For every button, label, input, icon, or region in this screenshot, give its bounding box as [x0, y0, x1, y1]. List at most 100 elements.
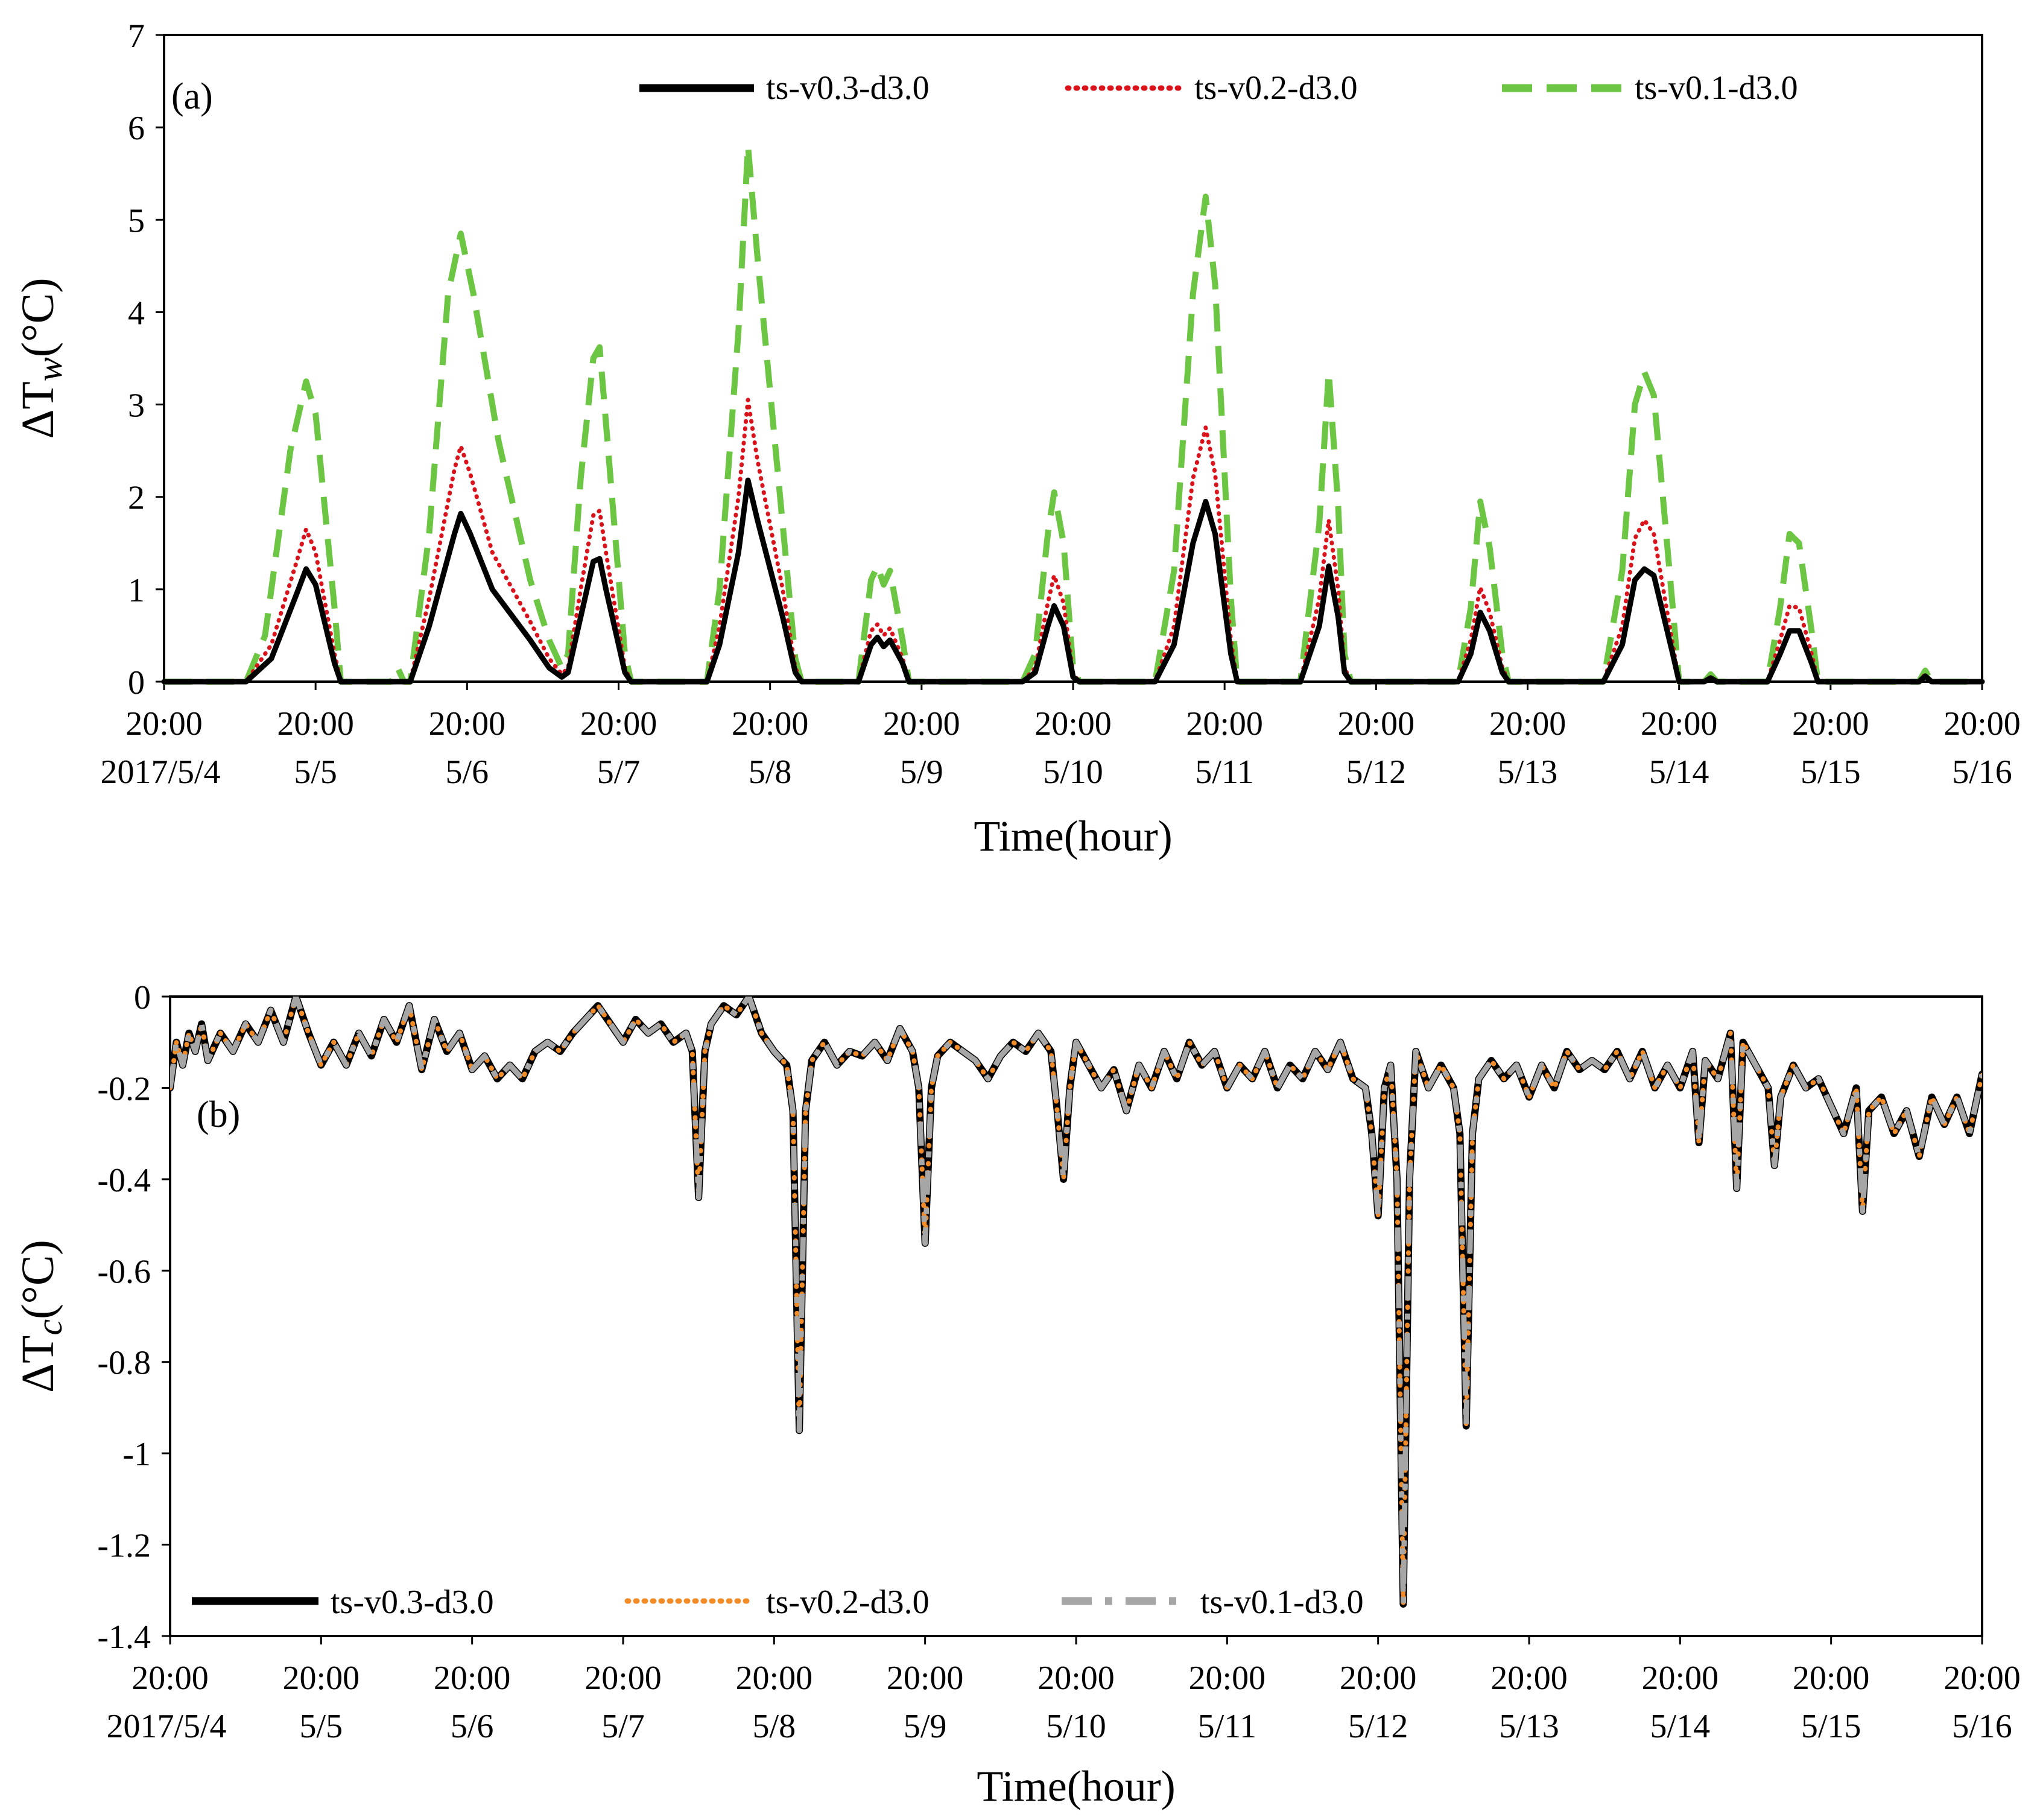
y-axis-title-b: ΔTc(°C)	[13, 1240, 69, 1393]
a-ytick-label: 5	[128, 202, 145, 239]
series-line-b-1	[170, 997, 1982, 1606]
a-xtick-time: 20:00	[1943, 705, 2021, 743]
y-axis-title-a-unit: (°C)	[13, 277, 63, 357]
series-group-b	[170, 997, 1982, 1608]
b-xtick-date: 5/13	[1499, 1708, 1559, 1745]
b-xtick-date: 5/11	[1198, 1708, 1256, 1745]
b-ytick-label: -0.8	[97, 1345, 151, 1382]
b-ytick-label: -1.4	[97, 1619, 151, 1656]
x-axis-title-b: Time(hour)	[977, 1762, 1175, 1810]
legend-label-b-0: ts-v0.3-d3.0	[331, 1584, 494, 1621]
b-xtick-time: 20:00	[887, 1660, 964, 1697]
y-axis-b: 0 -0.2 -0.4 -0.6 -0.8 -1 -1.2 -1.4	[97, 979, 170, 1656]
legend-label-a-1: ts-v0.2-d3.0	[1194, 69, 1358, 107]
b-xtick-time: 20:00	[1189, 1660, 1266, 1697]
y-axis-title-b-prefix: ΔT	[13, 1336, 63, 1393]
legend-label-b-2: ts-v0.1-d3.0	[1200, 1584, 1364, 1621]
b-xtick-time: 20:00	[736, 1660, 813, 1697]
a-xtick-date: 5/5	[294, 753, 337, 791]
a-xtick-time: 20:00	[1792, 705, 1869, 743]
b-ytick-label: -1	[122, 1436, 151, 1473]
panel-b: 0 -0.2 -0.4 -0.6 -0.8 -1 -1.2 -1.4 20:00 2017/5/…	[13, 979, 2021, 1810]
a-xtick-date: 5/11	[1195, 753, 1253, 791]
b-xtick-date: 5/5	[300, 1708, 343, 1745]
y-axis-a: 0 1 2 3 4 5 6 7	[128, 17, 164, 702]
a-ytick-label: 1	[128, 572, 145, 609]
a-xtick-time: 20:00	[1641, 705, 1718, 743]
legend-label-a-2: ts-v0.1-d3.0	[1635, 69, 1798, 107]
b-ytick-label: -0.6	[97, 1253, 151, 1290]
y-axis-title-a: ΔTw(°C)	[13, 277, 69, 439]
series-clip-b	[170, 997, 1982, 1608]
a-xtick-time: 20:00	[732, 705, 809, 743]
a-xtick-date: 5/12	[1346, 753, 1407, 791]
a-xtick-date: 5/6	[446, 753, 489, 791]
b-xtick-date: 5/10	[1046, 1708, 1106, 1745]
series-line-b-2	[170, 997, 1982, 1607]
a-xtick-time: 20:00	[1489, 705, 1566, 743]
y-axis-title-b-unit: (°C)	[13, 1240, 63, 1319]
a-xtick-date: 5/7	[597, 753, 641, 791]
b-xtick-date: 5/8	[753, 1708, 796, 1745]
a-xtick-date: 5/15	[1801, 753, 1861, 791]
b-xtick-time: 20:00	[1642, 1660, 1719, 1697]
b-xtick-date: 5/12	[1348, 1708, 1408, 1745]
b-ytick-label: -1.2	[97, 1527, 151, 1565]
b-xtick-date: 5/9	[904, 1708, 947, 1745]
a-ytick-label: 7	[128, 17, 145, 55]
a-xtick-date: 5/9	[900, 753, 943, 791]
a-xtick-date: 5/14	[1649, 753, 1709, 791]
a-ytick-label: 3	[128, 387, 145, 425]
b-xtick-time: 20:00	[1490, 1660, 1568, 1697]
series-group-a	[161, 142, 1985, 685]
x-axis-a: 20:00 2017/5/4 20:00 5/5 20:00 5/6 20:00 5/7 20:…	[100, 682, 2021, 791]
a-xtick-time: 20:00	[580, 705, 657, 743]
a-xtick-time: 20:00	[1338, 705, 1415, 743]
a-xtick-date: 5/8	[749, 753, 792, 791]
a-xtick-time: 20:00	[277, 705, 354, 743]
b-xtick-date: 5/7	[601, 1708, 645, 1745]
a-ytick-label: 4	[128, 294, 145, 332]
legend-a: ts-v0.3-d3.0 ts-v0.2-d3.0 ts-v0.1-d3.0	[639, 69, 1798, 107]
b-xtick-date: 5/6	[451, 1708, 494, 1745]
b-xtick-time: 20:00	[131, 1660, 209, 1697]
y-axis-title-b-sub: c	[30, 1319, 69, 1336]
series-line-a-2	[164, 142, 1982, 685]
b-xtick-date: 5/15	[1801, 1708, 1861, 1745]
x-axis-title-a: Time(hour)	[974, 812, 1172, 860]
b-xtick-time: 20:00	[283, 1660, 360, 1697]
a-xtick-date: 2017/5/4	[100, 753, 220, 791]
b-xtick-time: 20:00	[1037, 1660, 1115, 1697]
b-ytick-label: -0.2	[97, 1070, 151, 1108]
a-ytick-label: 0	[128, 664, 145, 702]
y-axis-title-a-sub: w	[30, 357, 69, 381]
a-xtick-time: 20:00	[883, 705, 960, 743]
b-xtick-time: 20:00	[1943, 1660, 2021, 1697]
panel-label-b: (b)	[197, 1094, 240, 1135]
a-ytick-label: 2	[128, 480, 145, 517]
b-xtick-time: 20:00	[1340, 1660, 1417, 1697]
b-xtick-date: 2017/5/4	[106, 1708, 226, 1745]
series-line-a-0	[161, 477, 1985, 685]
series-line-a-1	[162, 398, 1985, 684]
a-xtick-date: 5/16	[1952, 753, 2012, 791]
legend-label-b-1: ts-v0.2-d3.0	[766, 1584, 930, 1621]
b-xtick-time: 20:00	[584, 1660, 662, 1697]
a-ytick-label: 6	[128, 110, 145, 147]
a-xtick-date: 5/13	[1498, 753, 1558, 791]
b-xtick-time: 20:00	[1793, 1660, 1870, 1697]
x-axis-b: 20:00 2017/5/4 20:00 5/5 20:00 5/6 20:00 5/7 20:…	[106, 1636, 2021, 1745]
b-ytick-label: 0	[134, 979, 151, 1016]
a-xtick-date: 5/10	[1043, 753, 1103, 791]
b-ytick-label: -0.4	[97, 1162, 151, 1199]
b-xtick-time: 20:00	[434, 1660, 511, 1697]
b-xtick-date: 5/16	[1952, 1708, 2012, 1745]
panel-label-a: (a)	[171, 76, 213, 117]
a-xtick-time: 20:00	[1034, 705, 1112, 743]
a-xtick-time: 20:00	[429, 705, 506, 743]
a-xtick-time: 20:00	[125, 705, 203, 743]
legend-label-a-0: ts-v0.3-d3.0	[766, 69, 930, 107]
b-xtick-date: 5/14	[1650, 1708, 1711, 1745]
